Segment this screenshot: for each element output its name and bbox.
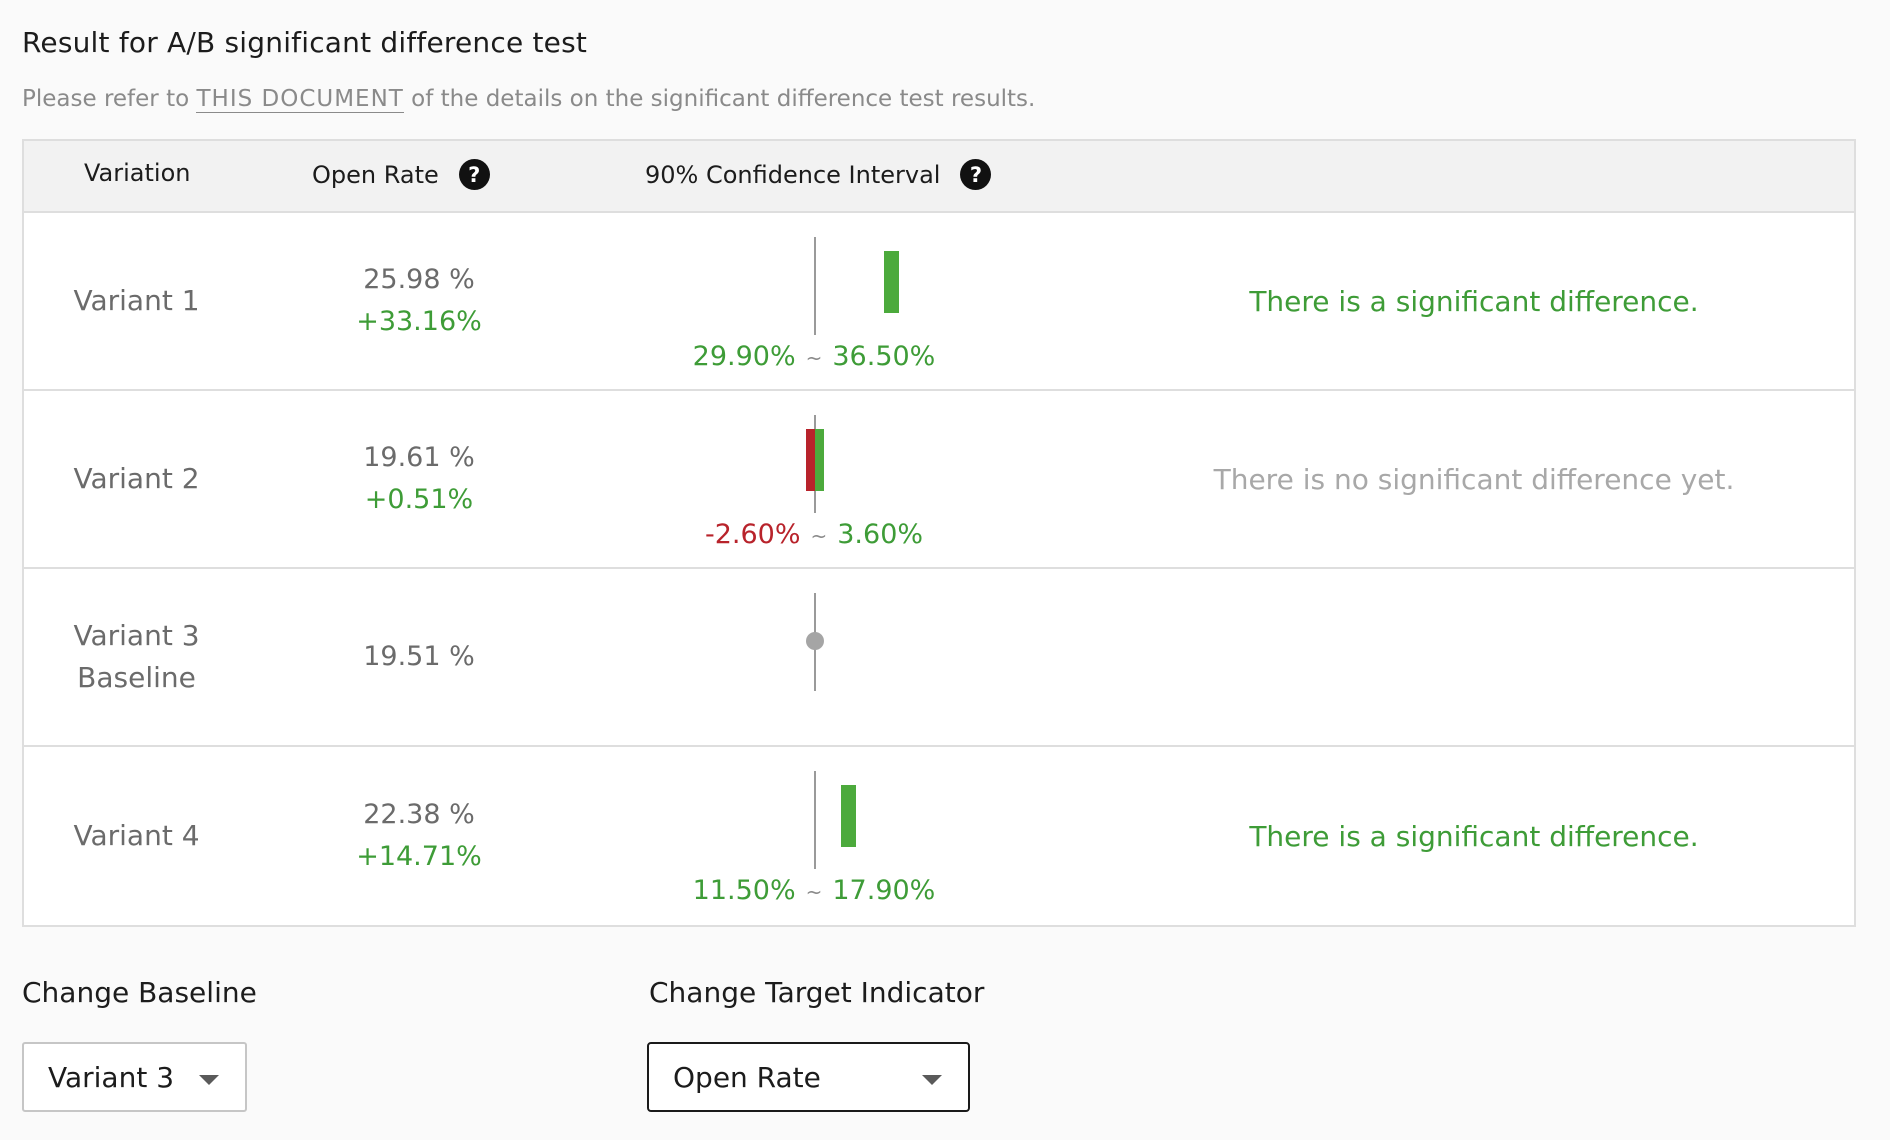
subtitle-suffix: of the details on the significant differ… (403, 86, 1036, 112)
significance-verdict: There is no significant difference yet. (1213, 462, 1735, 496)
ci-range: -2.60% ~ 3.60% (614, 519, 1014, 550)
ci-low: 29.90% (692, 341, 796, 372)
ci-range: 11.50% ~ 17.90% (614, 875, 1014, 906)
open-rate-cell: 25.98 % +33.16% (279, 213, 559, 389)
ci-range: 29.90% ~ 36.50% (614, 341, 1014, 372)
table-row: Variant 4 22.38 % +14.71% 11.50% ~ 17.90… (24, 747, 1854, 925)
baseline-marker (806, 632, 824, 650)
confidence-interval-help-icon[interactable]: ? (960, 159, 992, 190)
subtitle-prefix: Please refer to (22, 86, 197, 112)
variation-name-label: Variant 4 (73, 819, 200, 852)
baseline-label: Baseline (77, 661, 196, 694)
ci-separator: ~ (805, 880, 823, 904)
ci-high: 17.90% (832, 875, 936, 906)
column-header-open-rate-label: Open Rate (312, 160, 439, 189)
open-rate-cell: 19.51 % (279, 569, 559, 745)
table-row: Variant 1 25.98 % +33.16% 29.90% ~ 36.50… (24, 213, 1854, 391)
column-header-variation-label: Variation (84, 159, 191, 187)
ci-high: 36.50% (832, 341, 936, 372)
variation-name-label: Variant 2 (73, 462, 200, 495)
open-rate-value: 22.38 % (363, 799, 475, 830)
variation-name: Variant 2 (24, 391, 249, 567)
ci-bar-negative (806, 429, 815, 491)
open-rate-lift: +0.51% (364, 484, 474, 515)
variation-name-label: Variant 3 (73, 619, 200, 652)
page-subtitle: Please refer to THIS DOCUMENT of the det… (22, 86, 1036, 113)
chevron-down-icon (199, 1075, 219, 1085)
open-rate-lift: +14.71% (356, 841, 482, 872)
ci-high: 3.60% (837, 519, 924, 550)
column-header-ci-label: 90% Confidence Interval (645, 160, 941, 189)
table-header: Variation Open Rate ? 90% Confidence Int… (24, 141, 1854, 213)
table-row: Variant 3 Baseline 19.51 % (24, 569, 1854, 747)
variation-name-label: Variant 1 (73, 284, 200, 317)
target-indicator-select[interactable]: Open Rate (647, 1042, 970, 1112)
ci-separator: ~ (810, 524, 828, 548)
column-header-open-rate: Open Rate ? (312, 159, 490, 190)
results-table: Variation Open Rate ? 90% Confidence Int… (22, 139, 1856, 927)
baseline-select-value: Variant 3 (48, 1060, 175, 1094)
ci-bar-positive (815, 429, 824, 491)
variation-name: Variant 1 (24, 213, 249, 389)
change-baseline-label: Change Baseline (22, 976, 257, 1009)
open-rate-value: 19.51 % (363, 641, 475, 672)
open-rate-cell: 19.61 % +0.51% (279, 391, 559, 567)
ci-low: -2.60% (704, 519, 801, 550)
ci-bar (883, 251, 899, 313)
ci-baseline-axis (814, 237, 816, 335)
chevron-down-icon (922, 1075, 942, 1085)
open-rate-help-icon[interactable]: ? (458, 159, 490, 190)
baseline-select[interactable]: Variant 3 (22, 1042, 247, 1112)
column-header-confidence-interval: 90% Confidence Interval ? (645, 159, 992, 190)
variation-name: Variant 3 Baseline (24, 569, 249, 745)
ci-baseline-axis (814, 771, 816, 869)
target-indicator-select-value: Open Rate (673, 1060, 821, 1094)
open-rate-value: 25.98 % (363, 264, 475, 295)
column-header-variation: Variation (84, 159, 190, 187)
significance-verdict: There is a significant difference. (1249, 284, 1699, 318)
significance-verdict: There is a significant difference. (1249, 819, 1699, 853)
ci-low: 11.50% (692, 875, 796, 906)
table-row: Variant 2 19.61 % +0.51% -2.60% ~ 3.60% … (24, 391, 1854, 569)
change-target-indicator-label: Change Target Indicator (649, 976, 985, 1009)
document-link[interactable]: THIS DOCUMENT (196, 86, 404, 113)
variation-name: Variant 4 (24, 747, 249, 925)
page-title: Result for A/B significant difference te… (22, 26, 588, 59)
ci-separator: ~ (805, 346, 823, 370)
open-rate-value: 19.61 % (363, 442, 475, 473)
ci-bar (841, 785, 857, 847)
open-rate-cell: 22.38 % +14.71% (279, 747, 559, 925)
open-rate-lift: +33.16% (356, 306, 482, 337)
